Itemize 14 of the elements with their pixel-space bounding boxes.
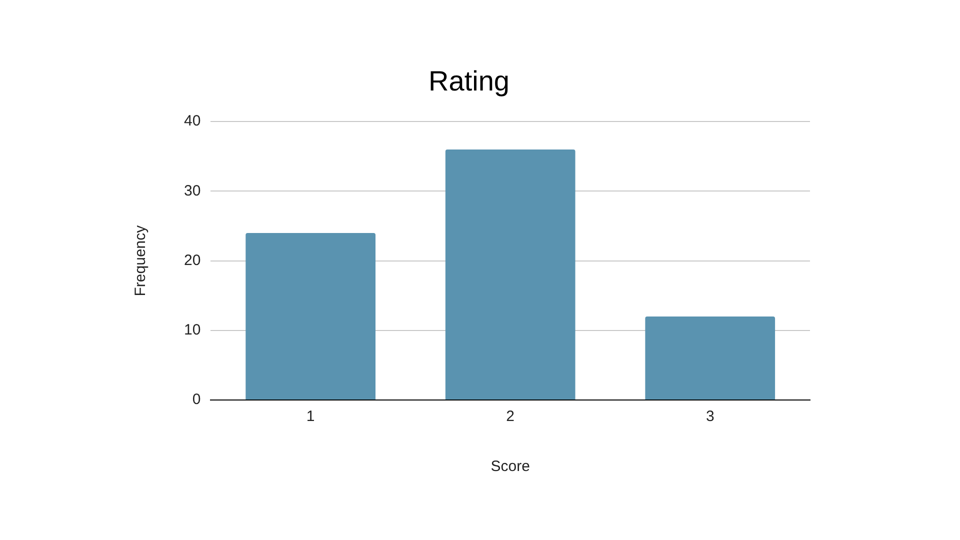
y-tick-label: 40 xyxy=(184,112,201,130)
chart-title: Rating xyxy=(428,66,510,97)
bar xyxy=(645,316,776,400)
x-tick-label: 3 xyxy=(706,408,714,426)
bar xyxy=(246,232,376,400)
y-tick-label: 10 xyxy=(184,322,201,339)
bar xyxy=(445,149,576,400)
y-tick-label: 0 xyxy=(192,391,201,408)
x-tick-label: 2 xyxy=(506,408,515,426)
x-axis-title: Score xyxy=(490,458,530,476)
y-tick-label: 30 xyxy=(184,182,201,200)
y-axis-title: Frequency xyxy=(132,224,150,296)
x-tick-label: 1 xyxy=(306,408,315,426)
y-tick-label: 20 xyxy=(184,252,201,269)
